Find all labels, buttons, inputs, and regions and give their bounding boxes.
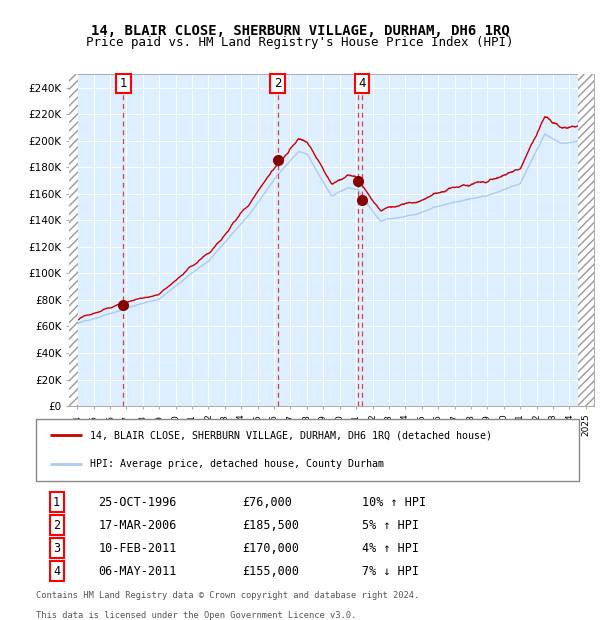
Text: 2: 2 [274,77,281,90]
Text: 14, BLAIR CLOSE, SHERBURN VILLAGE, DURHAM, DH6 1RQ: 14, BLAIR CLOSE, SHERBURN VILLAGE, DURHA… [91,24,509,38]
Bar [578,74,595,406]
Text: 5% ↑ HPI: 5% ↑ HPI [362,519,419,531]
Text: 7% ↓ HPI: 7% ↓ HPI [362,565,419,578]
FancyBboxPatch shape [36,418,579,480]
Text: 10% ↑ HPI: 10% ↑ HPI [362,495,426,508]
Text: Price paid vs. HM Land Registry's House Price Index (HPI): Price paid vs. HM Land Registry's House … [86,36,514,49]
Text: 25-OCT-1996: 25-OCT-1996 [98,495,177,508]
Text: £170,000: £170,000 [242,542,299,555]
Text: £155,000: £155,000 [242,565,299,578]
Text: 4: 4 [53,565,60,578]
Text: 14, BLAIR CLOSE, SHERBURN VILLAGE, DURHAM, DH6 1RQ (detached house): 14, BLAIR CLOSE, SHERBURN VILLAGE, DURHA… [91,430,493,440]
Text: 10-FEB-2011: 10-FEB-2011 [98,542,177,555]
Text: This data is licensed under the Open Government Licence v3.0.: This data is licensed under the Open Gov… [36,611,356,620]
Text: 1: 1 [120,77,127,90]
Text: 17-MAR-2006: 17-MAR-2006 [98,519,177,531]
Text: 3: 3 [53,542,60,555]
Text: 2: 2 [53,519,60,531]
Text: Contains HM Land Registry data © Crown copyright and database right 2024.: Contains HM Land Registry data © Crown c… [36,590,419,600]
Text: £76,000: £76,000 [242,495,292,508]
Bar [69,74,78,406]
Text: 4% ↑ HPI: 4% ↑ HPI [362,542,419,555]
Text: 1: 1 [53,495,60,508]
Text: £185,500: £185,500 [242,519,299,531]
Text: HPI: Average price, detached house, County Durham: HPI: Average price, detached house, Coun… [91,459,385,469]
Text: 06-MAY-2011: 06-MAY-2011 [98,565,177,578]
Text: 4: 4 [358,77,366,90]
